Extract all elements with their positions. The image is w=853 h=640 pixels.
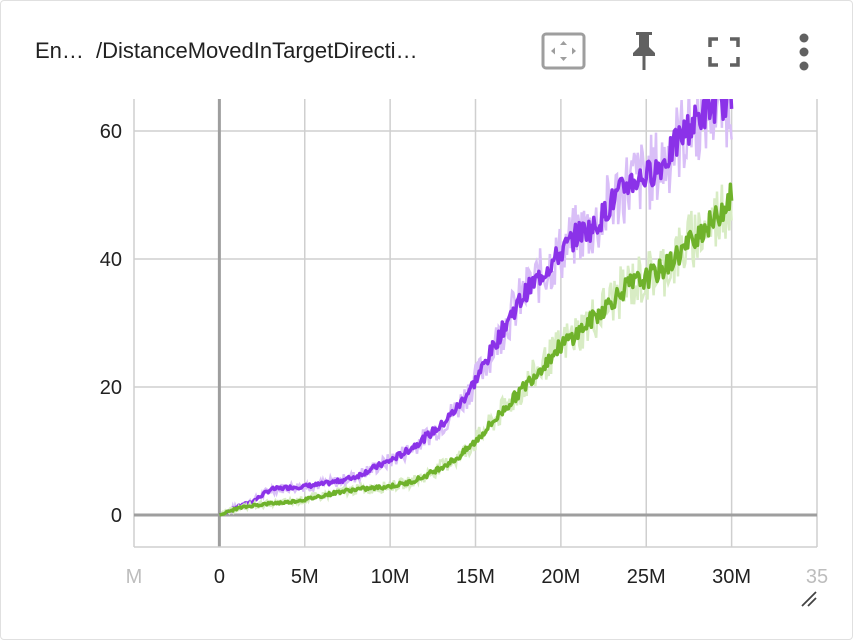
y-tick-label: 0 bbox=[111, 505, 122, 527]
x-tick-label: 20M bbox=[541, 566, 580, 588]
series-smoothed-line bbox=[218, 99, 734, 517]
x-tick-label: M bbox=[126, 566, 143, 588]
run-name-truncated: En… bbox=[35, 38, 84, 63]
x-tick-label: 0 bbox=[214, 566, 225, 588]
card-header: En… /DistanceMovedInTargetDirecti… bbox=[1, 1, 852, 97]
y-tick-label: 40 bbox=[100, 249, 122, 271]
chart-title: /DistanceMovedInTargetDirecti… bbox=[96, 38, 418, 63]
x-tick-label: 25M bbox=[627, 566, 666, 588]
x-tick-label: 35 bbox=[806, 566, 828, 588]
resize-handle-icon[interactable] bbox=[799, 589, 819, 609]
x-tick-label: 10M bbox=[371, 566, 410, 588]
more-vert-icon[interactable] bbox=[796, 33, 812, 71]
plot-series-group bbox=[218, 99, 734, 517]
x-tick-label: 5M bbox=[291, 566, 319, 588]
fit-domain-icon[interactable] bbox=[541, 32, 586, 70]
line-chart[interactable]: M 0 5M 10M 15M 20M 25M 30M 35 0 20 40 60 bbox=[1, 97, 852, 617]
series-smoothed-line bbox=[218, 182, 734, 517]
pin-icon[interactable] bbox=[628, 29, 660, 73]
x-tick-label: 15M bbox=[456, 566, 495, 588]
chart-area[interactable]: M 0 5M 10M 15M 20M 25M 30M 35 0 20 40 60 bbox=[1, 97, 852, 617]
fullscreen-icon[interactable] bbox=[707, 36, 741, 68]
y-tick-label: 20 bbox=[100, 377, 122, 399]
x-tick-label: 30M bbox=[712, 566, 751, 588]
y-tick-label: 60 bbox=[100, 121, 122, 143]
